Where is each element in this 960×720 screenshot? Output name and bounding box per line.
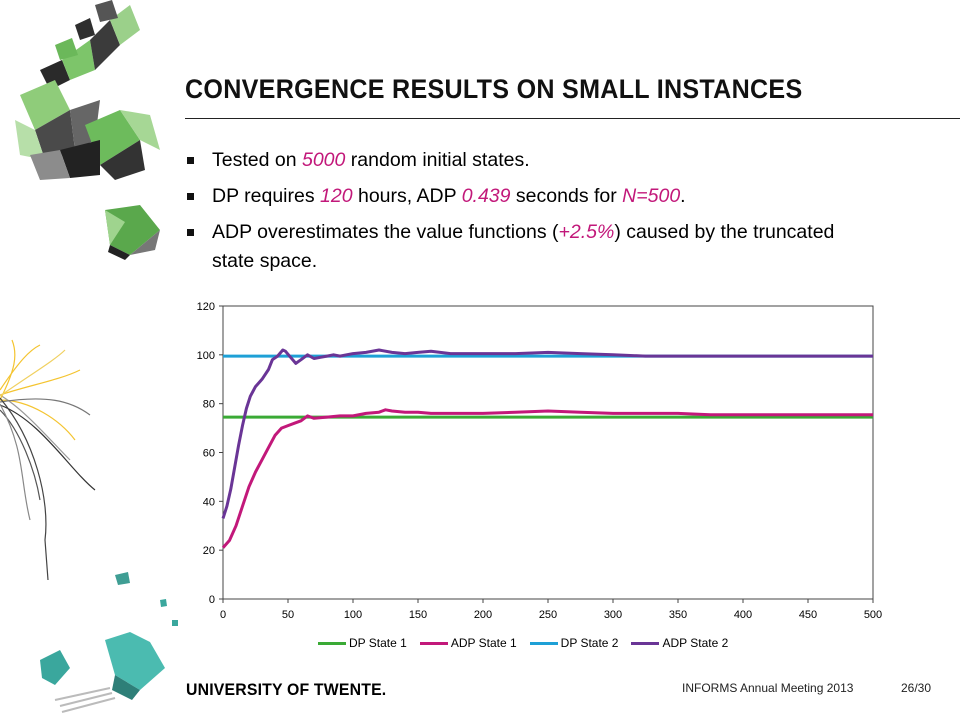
legend-item: ADP State 2 — [631, 636, 728, 650]
bullet-square-icon — [187, 157, 194, 164]
slide-title: CONVERGENCE RESULTS ON SMALL INSTANCES — [185, 74, 803, 104]
convergence-line-chart: 0 20 40 60 80 100 120 0 50 100 150 200 250 300 350 400 4… — [197, 301, 883, 621]
adp-state-2-line — [221, 348, 873, 519]
bullet-list: Tested on 5000 random initial states. DP … — [185, 146, 875, 283]
x-tick-label: 450 — [799, 609, 817, 621]
legend-swatch — [529, 641, 558, 645]
highlighted-value: 0.439 — [461, 185, 511, 207]
legend-label: ADP State 1 — [450, 636, 517, 650]
highlighted-value: 5000 — [301, 149, 346, 171]
bullet-text: seconds for — [510, 185, 623, 207]
adp-state-1-line — [221, 408, 873, 549]
highlighted-value: +2.5% — [558, 221, 615, 243]
legend-item: DP State 2 — [529, 636, 619, 650]
bullet-square-icon — [187, 193, 194, 200]
bullet-text: hours, ADP — [352, 185, 462, 207]
x-tick-label: 200 — [474, 609, 492, 621]
legend-swatch — [318, 641, 346, 645]
legend-label: ADP State 2 — [662, 636, 729, 650]
chart-legend: DP State 1 ADP State 1 DP State 2 ADP State… — [318, 636, 741, 650]
plot-area — [222, 305, 874, 600]
x-tick-label: 500 — [864, 609, 882, 621]
x-tick-label: 350 — [669, 609, 687, 621]
page-number: 26/30 — [901, 681, 932, 695]
title-divider — [185, 118, 960, 119]
university-logo: UNIVERSITY OF TWENTE. — [186, 680, 387, 699]
y-tick-label: 100 — [197, 350, 215, 362]
y-tick-label: 120 — [197, 301, 215, 313]
bullet-text: Tested on — [212, 149, 302, 171]
legend-item: ADP State 1 — [419, 636, 517, 650]
y-tick-label: 60 — [203, 448, 215, 460]
teal-crystals — [40, 572, 178, 713]
x-tick-label: 150 — [409, 609, 427, 621]
y-tick-label: 80 — [203, 399, 215, 411]
bullet-item: ADP overestimates the value functions (+… — [185, 218, 875, 276]
legend-item: DP State 1 — [318, 636, 407, 650]
bullet-text: DP requires — [212, 185, 321, 207]
bullet-text: ) caused by the truncated state space. — [212, 221, 835, 272]
highlighted-value: 120 — [320, 185, 353, 207]
x-tick-label: 250 — [539, 609, 557, 621]
bullet-item: Tested on 5000 random initial states. — [185, 146, 875, 175]
legend-label: DP State 2 — [560, 636, 619, 650]
line-burst — [0, 339, 96, 581]
x-tick-label: 0 — [220, 609, 226, 621]
highlighted-value: N=500 — [622, 185, 681, 207]
legend-label: DP State 1 — [349, 636, 407, 650]
decorative-artwork — [0, 0, 178, 713]
bullet-text: random initial states. — [345, 149, 530, 171]
legend-swatch — [419, 641, 448, 645]
y-tick-label: 0 — [209, 594, 215, 606]
legend-swatch — [631, 641, 660, 645]
bullet-text: ADP overestimates the value functions ( — [212, 221, 559, 243]
y-tick-label: 40 — [203, 496, 215, 508]
green-crystal-cluster — [15, 0, 160, 260]
y-tick-label: 20 — [203, 545, 215, 557]
x-tick-label: 50 — [282, 609, 294, 621]
bullet-item: DP requires 120 hours, ADP 0.439 seconds… — [185, 182, 875, 211]
x-tick-label: 400 — [734, 609, 752, 621]
footer-conference: INFORMS Annual Meeting 2013 — [682, 681, 854, 695]
x-tick-label: 100 — [344, 609, 362, 621]
bullet-text: . — [680, 185, 686, 207]
x-tick-label: 300 — [604, 609, 622, 621]
bullet-square-icon — [187, 229, 194, 236]
